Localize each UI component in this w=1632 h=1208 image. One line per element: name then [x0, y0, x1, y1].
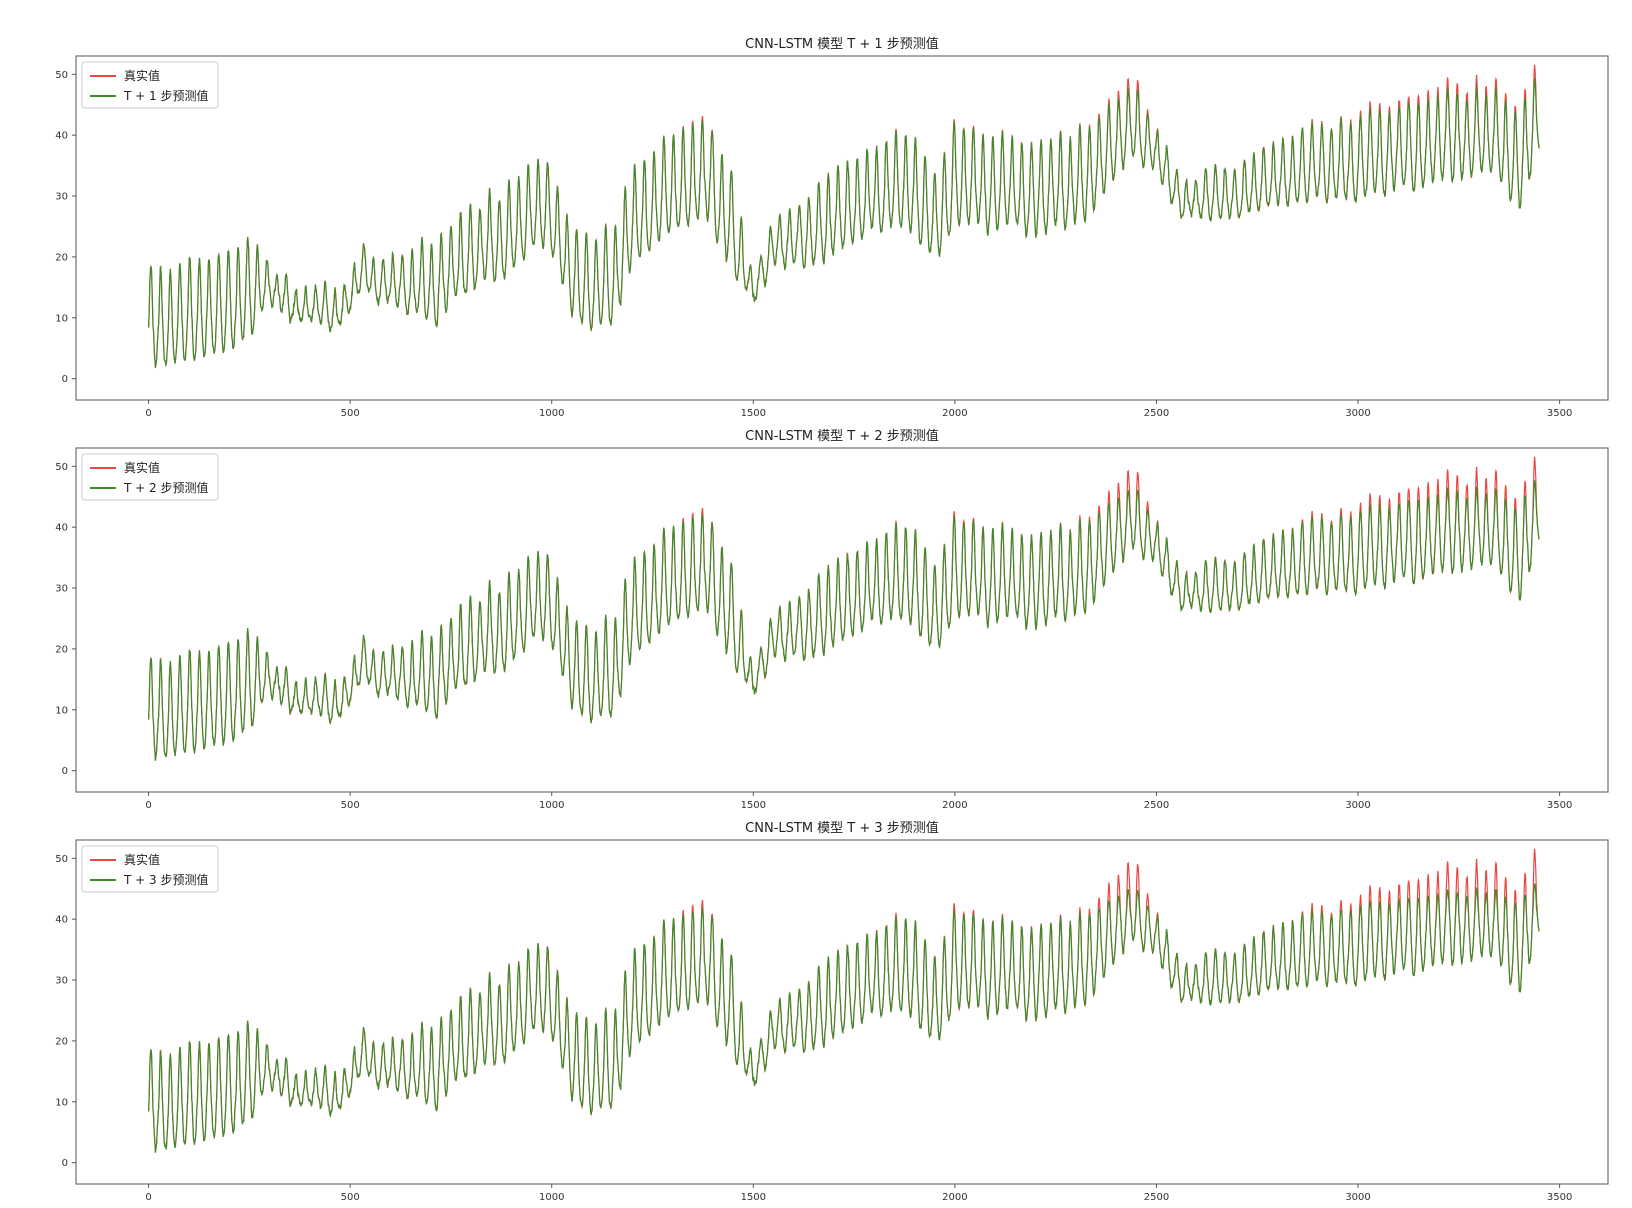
y-tick-label: 20: [55, 252, 68, 263]
y-tick-label: 30: [55, 976, 68, 987]
chart-title: CNN-LSTM 模型 T + 1 步预测值: [745, 36, 939, 52]
series-line-actual: [148, 456, 1540, 761]
y-tick-label: 10: [55, 705, 68, 716]
x-tick-label: 3000: [1345, 1192, 1370, 1203]
x-tick-label: 500: [341, 1192, 360, 1203]
axes-frame: [75, 447, 1609, 793]
y-tick-label: 0: [62, 1158, 68, 1169]
x-tick-label: 0: [145, 800, 151, 811]
x-tick-label: 3500: [1547, 408, 1572, 419]
y-tick-label: 30: [55, 584, 68, 595]
y-tick-label: 40: [55, 523, 68, 534]
x-tick-label: 500: [341, 800, 360, 811]
y-tick-label: 40: [55, 131, 68, 142]
x-tick-label: 1500: [741, 800, 766, 811]
y-tick-label: 50: [55, 462, 68, 473]
y-tick-label: 30: [55, 192, 68, 203]
legend-label-predicted: T + 2 步预测值: [123, 480, 208, 495]
series-line-actual: [148, 64, 1540, 369]
series-line-predicted: [148, 78, 1540, 368]
x-tick-label: 2000: [942, 800, 967, 811]
x-tick-label: 3500: [1547, 1192, 1572, 1203]
axes-frame: [75, 55, 1609, 401]
series-line-predicted: [148, 480, 1540, 761]
x-tick-label: 2500: [1144, 1192, 1169, 1203]
x-tick-label: 1000: [539, 1192, 564, 1203]
x-tick-label: 2500: [1144, 800, 1169, 811]
y-tick-label: 10: [55, 1097, 68, 1108]
legend-label-actual: 真实值: [124, 460, 160, 475]
y-tick-label: 50: [55, 70, 68, 81]
legend-label-actual: 真实值: [124, 852, 160, 867]
y-tick-label: 0: [62, 374, 68, 385]
x-tick-label: 3000: [1345, 408, 1370, 419]
chart-title: CNN-LSTM 模型 T + 3 步预测值: [745, 820, 939, 836]
legend: 真实值 T + 2 步预测值: [81, 453, 219, 501]
y-tick-label: 0: [62, 766, 68, 777]
legend: 真实值 T + 3 步预测值: [81, 845, 219, 893]
legend-label-predicted: T + 3 步预测值: [123, 872, 208, 887]
legend-label-predicted: T + 1 步预测值: [123, 88, 208, 103]
x-tick-label: 1500: [741, 408, 766, 419]
y-tick-label: 10: [55, 313, 68, 324]
x-tick-label: 2000: [942, 1192, 967, 1203]
x-tick-label: 3000: [1345, 800, 1370, 811]
x-tick-label: 1500: [741, 1192, 766, 1203]
chart-title: CNN-LSTM 模型 T + 2 步预测值: [745, 428, 939, 444]
axes-frame: [75, 839, 1609, 1185]
x-tick-label: 0: [145, 408, 151, 419]
y-tick-label: 20: [55, 1036, 68, 1047]
x-tick-label: 0: [145, 1192, 151, 1203]
x-tick-label: 2500: [1144, 408, 1169, 419]
y-tick-label: 50: [55, 854, 68, 865]
series-line-actual: [148, 848, 1540, 1153]
legend-label-actual: 真实值: [124, 68, 160, 83]
x-tick-label: 2000: [942, 408, 967, 419]
series-line-predicted: [148, 883, 1540, 1153]
x-tick-label: 1000: [539, 800, 564, 811]
x-tick-label: 1000: [539, 408, 564, 419]
x-tick-label: 3500: [1547, 800, 1572, 811]
legend: 真实值 T + 1 步预测值: [81, 61, 219, 109]
y-tick-label: 20: [55, 644, 68, 655]
x-tick-label: 500: [341, 408, 360, 419]
y-tick-label: 40: [55, 915, 68, 926]
